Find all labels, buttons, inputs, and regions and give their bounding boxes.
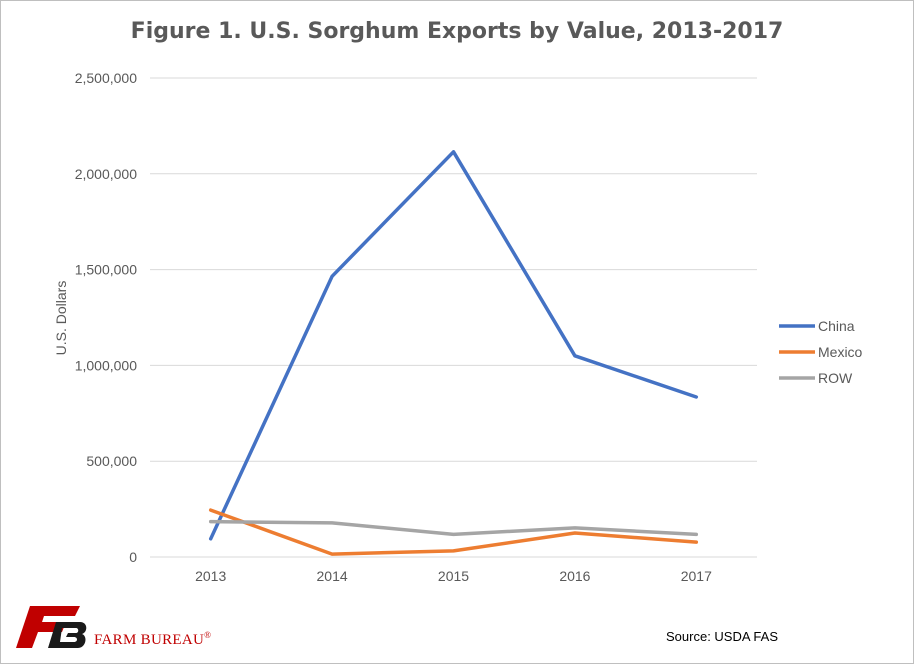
x-tick-label: 2016: [559, 568, 590, 584]
y-tick-label: 0: [129, 549, 137, 565]
gridlines: [150, 77, 757, 558]
legend: China Mexico ROW: [779, 318, 863, 386]
y-axis-ticks: 0 500,000 1,000,000 1,500,000 2,000,000 2,500…: [75, 70, 138, 565]
series-line-mexico: [208, 508, 699, 556]
y-tick-label: 1,000,000: [75, 357, 137, 373]
x-axis-ticks: 2013 2014 2015 2016 2017: [195, 568, 712, 584]
legend-label-row: ROW: [818, 370, 853, 386]
source-note: Source: USDA FAS: [666, 629, 778, 644]
series-line-china: [208, 150, 699, 541]
x-tick-label: 2015: [438, 568, 469, 584]
chart-title: Figure 1. U.S. Sorghum Exports by Value,…: [131, 19, 784, 44]
x-tick-label: 2014: [317, 568, 348, 584]
x-tick-label: 2017: [681, 568, 712, 584]
series-lines: [208, 150, 699, 556]
y-tick-label: 2,500,000: [75, 70, 137, 86]
legend-label-mexico: Mexico: [818, 344, 863, 360]
y-axis-title: U.S. Dollars: [53, 281, 69, 356]
farm-bureau-logo-icon: [16, 606, 87, 648]
brand-name: FARM BUREAU®: [94, 630, 211, 648]
y-tick-label: 1,500,000: [75, 262, 137, 278]
series-line-row: [208, 519, 699, 537]
y-tick-label: 2,000,000: [75, 166, 137, 182]
x-tick-label: 2013: [195, 568, 226, 584]
y-tick-label: 500,000: [86, 453, 137, 469]
legend-label-china: China: [818, 318, 855, 334]
